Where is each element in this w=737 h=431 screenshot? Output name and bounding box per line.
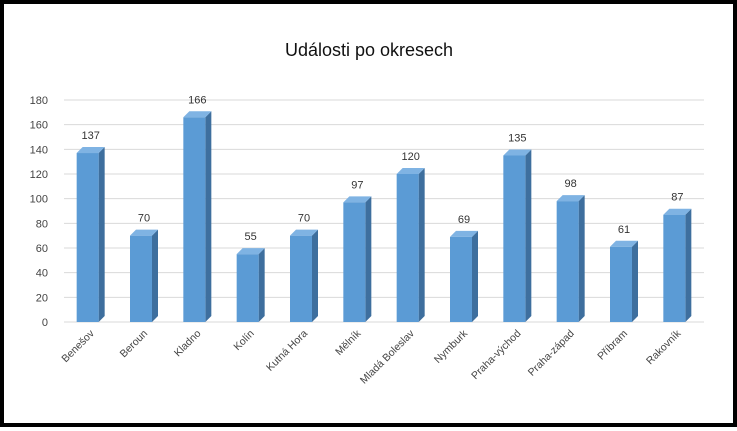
x-category-label: Beroun bbox=[118, 328, 151, 361]
data-label: 55 bbox=[245, 231, 257, 243]
bar-front bbox=[236, 254, 259, 322]
bar bbox=[556, 195, 585, 322]
bar bbox=[343, 196, 372, 322]
y-axis-ticks: 0 20 40 60 80 100 120 140 160 180 bbox=[30, 95, 48, 329]
bar-top bbox=[610, 240, 638, 247]
data-label: 70 bbox=[138, 213, 150, 225]
data-label: 69 bbox=[458, 214, 470, 226]
bar-front bbox=[396, 174, 419, 322]
data-label: 70 bbox=[298, 213, 310, 225]
bar-side bbox=[472, 230, 478, 322]
bar bbox=[610, 240, 638, 322]
bar-top bbox=[450, 230, 478, 237]
data-label: 120 bbox=[401, 151, 419, 163]
bar-top bbox=[130, 229, 158, 236]
bar bbox=[183, 111, 212, 323]
data-label: 87 bbox=[671, 192, 683, 204]
bar-side bbox=[418, 168, 425, 322]
bar bbox=[76, 147, 105, 322]
bar-chart: Události po okresech 0 20 40 60 80 100 120 140 1… bbox=[30, 40, 704, 386]
bar-front bbox=[290, 235, 312, 322]
bar bbox=[663, 208, 692, 322]
x-category-label: Praha-východ bbox=[469, 328, 523, 382]
data-label: 98 bbox=[565, 178, 577, 190]
y-tick-label: 0 bbox=[42, 317, 48, 329]
x-category-label: Rakovník bbox=[644, 327, 684, 367]
bar-top bbox=[183, 111, 212, 118]
bar bbox=[130, 229, 158, 322]
bar-side bbox=[685, 208, 692, 322]
chart-title: Události po okresech bbox=[285, 40, 453, 60]
bar-front bbox=[663, 214, 686, 322]
y-tick-label: 100 bbox=[30, 194, 48, 206]
bar-top bbox=[663, 208, 692, 215]
bars bbox=[76, 111, 692, 323]
bar-front bbox=[183, 117, 206, 323]
bar-side bbox=[578, 195, 585, 322]
bar-top bbox=[396, 168, 425, 174]
bar-top bbox=[503, 149, 532, 156]
bar-side bbox=[525, 149, 532, 322]
bar-side bbox=[632, 240, 638, 322]
bar-side bbox=[205, 111, 212, 323]
bar-top bbox=[290, 229, 318, 236]
x-category-label: Příbram bbox=[595, 327, 630, 362]
y-tick-label: 40 bbox=[36, 268, 48, 280]
bar-front bbox=[76, 153, 99, 322]
bar-front bbox=[343, 202, 366, 322]
bar-front bbox=[556, 201, 579, 322]
y-tick-label: 60 bbox=[36, 243, 48, 255]
bar-side bbox=[312, 229, 318, 322]
bar bbox=[236, 248, 265, 322]
bar bbox=[450, 230, 478, 322]
x-axis-categories: Benešov Beroun Kladno Kolín Kutná Hora Mělník… bbox=[59, 327, 684, 386]
data-label: 97 bbox=[351, 179, 363, 191]
bar bbox=[503, 149, 532, 322]
x-category-label: Praha-západ bbox=[526, 328, 577, 379]
x-category-label: Nymburk bbox=[432, 327, 471, 366]
y-tick-label: 80 bbox=[36, 218, 48, 230]
bar bbox=[396, 168, 425, 322]
x-category-label: Mělník bbox=[333, 327, 364, 358]
bar-front bbox=[130, 235, 152, 322]
data-label: 137 bbox=[81, 130, 99, 142]
data-label: 61 bbox=[618, 224, 630, 236]
bar-front bbox=[450, 236, 472, 322]
bar-side bbox=[258, 248, 265, 322]
bar-front bbox=[503, 155, 526, 322]
bar-top bbox=[76, 147, 105, 154]
y-tick-label: 180 bbox=[30, 95, 48, 107]
y-tick-label: 20 bbox=[36, 292, 48, 304]
x-category-label: Mladá Boleslav bbox=[358, 327, 417, 386]
data-label: 135 bbox=[508, 133, 526, 145]
data-label: 166 bbox=[188, 94, 206, 106]
x-category-label: Kutná Hora bbox=[264, 328, 310, 374]
data-labels: 137 70 166 55 70 97 120 69 135 98 61 87 bbox=[81, 94, 683, 243]
bar bbox=[290, 229, 318, 322]
gridlines bbox=[64, 99, 704, 323]
x-category-label: Kolín bbox=[231, 328, 257, 354]
bar-top bbox=[556, 195, 585, 202]
y-tick-label: 140 bbox=[30, 144, 48, 156]
bar-top bbox=[343, 196, 372, 203]
bar-side bbox=[98, 147, 105, 322]
x-category-label: Benešov bbox=[59, 327, 97, 365]
bar-front bbox=[610, 246, 632, 322]
bar-side bbox=[365, 196, 372, 322]
y-tick-label: 120 bbox=[30, 169, 48, 181]
x-category-label: Kladno bbox=[172, 328, 204, 360]
bar-top bbox=[236, 248, 265, 255]
bar-side bbox=[152, 229, 158, 322]
y-tick-label: 160 bbox=[30, 120, 48, 132]
